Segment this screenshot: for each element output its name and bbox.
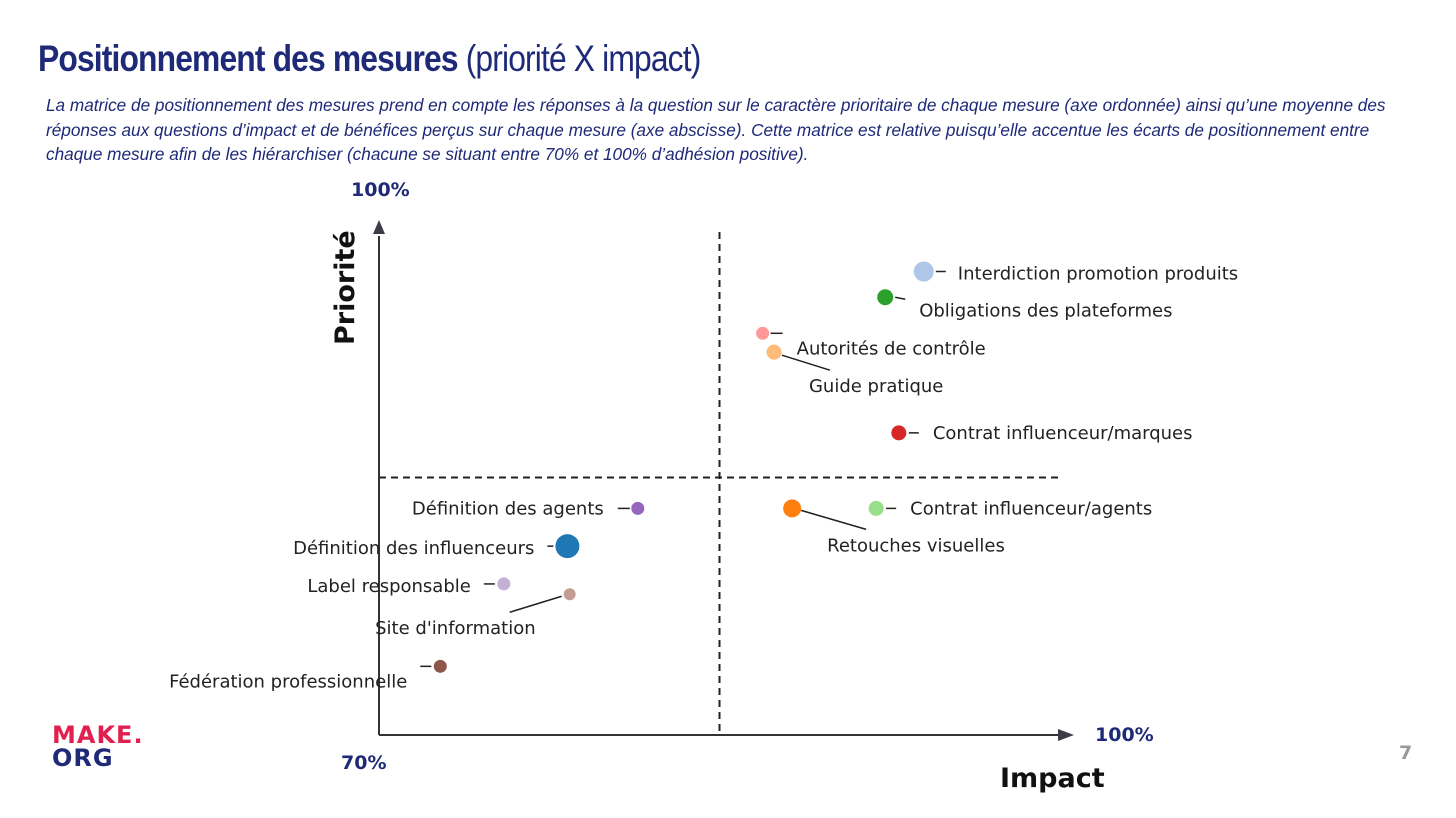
data-point-2 — [877, 289, 894, 306]
data-point-8 — [631, 501, 645, 515]
point-label-5: Contrat influenceur/marques — [933, 423, 1193, 444]
point-label-10: Label responsable — [307, 576, 471, 597]
leader-line-7 — [800, 509, 867, 531]
page-title-main: Positionnement des mesures — [38, 38, 459, 79]
data-point-7 — [783, 499, 802, 518]
x-axis-min-label: 70% — [341, 752, 387, 774]
data-point-5 — [891, 425, 907, 441]
point-label-11: Site d'information — [375, 618, 536, 639]
logo-line-2: ORG — [52, 744, 114, 772]
y-axis-title: Priorité — [330, 230, 361, 345]
leader-line-2 — [895, 296, 906, 300]
page-title-suffix: (priorité X impact) — [457, 38, 702, 79]
leader-line-11 — [509, 595, 562, 613]
page-number: 7 — [1399, 742, 1413, 764]
point-label-9: Définition des influenceurs — [293, 538, 534, 559]
point-label-1: Interdiction promotion produits — [958, 264, 1238, 285]
point-label-4: Guide pratique — [809, 376, 943, 397]
x-axis-arrow — [1058, 729, 1074, 741]
data-point-11 — [563, 588, 576, 601]
page-title: Positionnement des mesures (priorité X i… — [38, 38, 702, 80]
x-axis-title: Impact — [1000, 763, 1105, 794]
data-point-4 — [766, 344, 782, 360]
page-subtitle: La matrice de positionnement des mesures… — [46, 95, 1386, 164]
point-label-7: Retouches visuelles — [827, 535, 1005, 556]
data-point-9 — [555, 534, 580, 559]
point-label-6: Contrat influenceur/agents — [910, 498, 1152, 519]
point-label-8: Définition des agents — [412, 498, 604, 519]
data-point-3 — [756, 326, 770, 340]
y-axis-arrow — [373, 220, 385, 234]
point-label-2: Obligations des plateformes — [919, 300, 1172, 321]
y-axis-max-label: 100% — [351, 179, 410, 201]
x-axis-max-label: 100% — [1095, 724, 1154, 746]
leader-line-4 — [781, 354, 831, 371]
data-point-1 — [913, 261, 934, 282]
make-org-logo: MAKE. ORG — [52, 721, 144, 772]
data-point-10 — [497, 577, 511, 591]
point-label-3: Autorités de contrôle — [797, 338, 986, 359]
point-label-12: Fédération professionnelle — [169, 671, 407, 692]
logo-line-1: MAKE. — [52, 721, 144, 749]
data-point-6 — [868, 500, 884, 516]
data-point-12 — [433, 659, 447, 673]
